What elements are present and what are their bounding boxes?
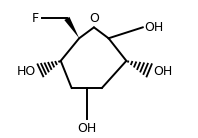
Text: F: F: [32, 12, 39, 25]
Text: OH: OH: [144, 21, 163, 34]
Text: OH: OH: [154, 65, 173, 78]
Text: O: O: [89, 12, 99, 25]
Text: OH: OH: [77, 122, 96, 135]
Text: HO: HO: [17, 65, 36, 78]
Polygon shape: [64, 17, 79, 38]
